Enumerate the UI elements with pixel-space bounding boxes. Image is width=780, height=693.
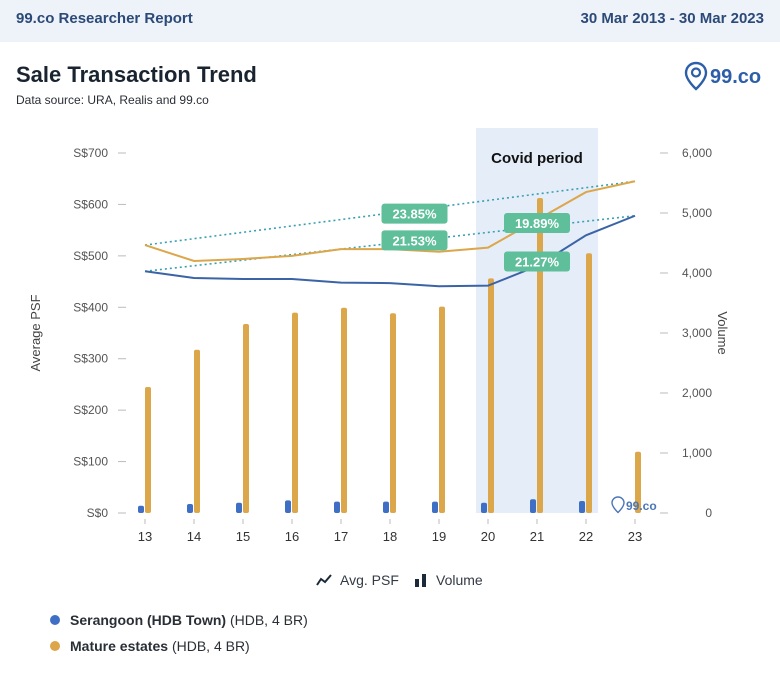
volume-bar <box>194 349 200 513</box>
right-tick-label: 3,000 <box>682 326 712 340</box>
right-tick-label: 2,000 <box>682 386 712 400</box>
volume-bar <box>390 313 396 513</box>
data-source: Data source: URA, Realis and 99.co <box>16 93 209 107</box>
x-axis-ticks: 13 14 15 16 17 18 19 20 21 22 23 <box>138 519 642 544</box>
left-tick-label: S$300 <box>73 352 108 366</box>
volume-bar <box>236 502 242 513</box>
growth-label: 23.85% <box>392 207 437 222</box>
volume-bar <box>292 312 298 513</box>
right-tick-label: 0 <box>705 506 712 520</box>
growth-label-bg <box>381 230 448 251</box>
volume-bars <box>138 198 641 513</box>
bar-chart-icon <box>415 574 426 587</box>
right-tick-label: 1,000 <box>682 446 712 460</box>
left-axis-ticks: S$0 S$100 S$200 S$300 S$400 S$500 S$600 S$700 <box>73 146 126 520</box>
brand-title: 99.co Researcher Report <box>16 10 193 27</box>
right-tick-label: 5,000 <box>682 206 712 220</box>
growth-label-bg <box>504 251 570 272</box>
x-tick-label: 16 <box>285 529 299 544</box>
left-tick-label: S$700 <box>73 146 108 160</box>
growth-label: 21.53% <box>392 233 437 248</box>
x-tick-label: 13 <box>138 529 152 544</box>
mature-color-dot <box>50 641 60 651</box>
volume-bar <box>530 499 536 513</box>
location-pin-icon <box>684 61 708 91</box>
y-axis-label-right: Volume <box>715 311 730 354</box>
left-tick-label: S$100 <box>73 455 108 469</box>
x-tick-label: 20 <box>481 529 495 544</box>
watermark-text: 99.co <box>626 499 657 513</box>
volume-bar <box>243 324 249 513</box>
x-tick-label: 19 <box>432 529 446 544</box>
left-tick-label: S$400 <box>73 300 108 314</box>
series-legend-serangoon[interactable]: Serangoon (HDB Town) (HDB, 4 BR) <box>50 612 308 628</box>
volume-bar <box>187 504 193 513</box>
legend-avg-psf[interactable]: Avg. PSF <box>316 572 399 588</box>
series-legend-mature[interactable]: Mature estates (HDB, 4 BR) <box>50 638 250 654</box>
growth-label: 19.89% <box>515 216 560 231</box>
mature-name: Mature estates <box>70 638 169 654</box>
serangoon-detail: (HDB, 4 BR) <box>229 612 308 628</box>
x-tick-label: 15 <box>236 529 250 544</box>
x-tick-label: 23 <box>628 529 642 544</box>
serangoon-name: Serangoon (HDB Town) <box>70 612 227 628</box>
left-tick-label: S$0 <box>87 506 109 520</box>
volume-bar <box>334 501 340 513</box>
brand-logo: 99.co <box>684 61 761 91</box>
report-header: 99.co Researcher Report 30 Mar 2013 - 30… <box>0 0 780 42</box>
volume-bar <box>439 306 445 513</box>
volume-bar <box>285 500 291 513</box>
chart-title: Sale Transaction Trend <box>16 62 257 87</box>
location-pin-icon <box>611 496 625 514</box>
logo-text: 99.co <box>710 66 761 88</box>
volume-bar <box>145 387 151 513</box>
volume-bar <box>537 198 543 513</box>
line-chart-icon <box>316 574 332 586</box>
volume-bar <box>586 253 592 513</box>
right-tick-label: 6,000 <box>682 146 712 160</box>
x-tick-label: 17 <box>334 529 348 544</box>
chart-watermark: 99.co <box>611 496 657 514</box>
left-tick-label: S$500 <box>73 249 108 263</box>
legend-volume-label: Volume <box>436 572 483 588</box>
x-tick-label: 14 <box>187 529 201 544</box>
sale-transaction-chart: Covid period S$0 S$100 S$200 S$300 S$400 S$50… <box>28 128 730 544</box>
x-tick-label: 22 <box>579 529 593 544</box>
volume-bar <box>341 307 347 513</box>
volume-bar <box>432 501 438 513</box>
volume-bar <box>138 505 144 513</box>
trend-line <box>144 180 636 246</box>
legend-volume[interactable]: Volume <box>414 572 483 588</box>
left-tick-label: S$200 <box>73 403 108 417</box>
volume-bar <box>635 451 641 513</box>
growth-label-bg <box>381 203 448 224</box>
legend-avg-psf-label: Avg. PSF <box>340 572 399 588</box>
serangoon-color-dot <box>50 615 60 625</box>
volume-bar <box>481 502 487 513</box>
mature-detail: (HDB, 4 BR) <box>171 638 250 654</box>
y-axis-label-left: Average PSF <box>28 294 43 371</box>
left-tick-label: S$600 <box>73 197 108 211</box>
volume-bar <box>383 501 389 513</box>
x-tick-label: 21 <box>530 529 544 544</box>
covid-period-label: Covid period <box>491 150 583 167</box>
chart-legend: Avg. PSF Volume <box>0 572 780 592</box>
growth-annotations: 23.85% 21.53% 19.89% 21.27% <box>381 203 570 272</box>
volume-bar <box>488 278 494 513</box>
growth-label-bg <box>504 212 570 233</box>
growth-label: 21.27% <box>515 255 560 270</box>
volume-bar <box>579 501 585 513</box>
right-axis-ticks: 0 1,000 2,000 3,000 4,000 5,000 6,000 <box>660 146 712 520</box>
right-tick-label: 4,000 <box>682 266 712 280</box>
x-tick-label: 18 <box>383 529 397 544</box>
date-range: 30 Mar 2013 - 30 Mar 2023 <box>580 10 764 27</box>
